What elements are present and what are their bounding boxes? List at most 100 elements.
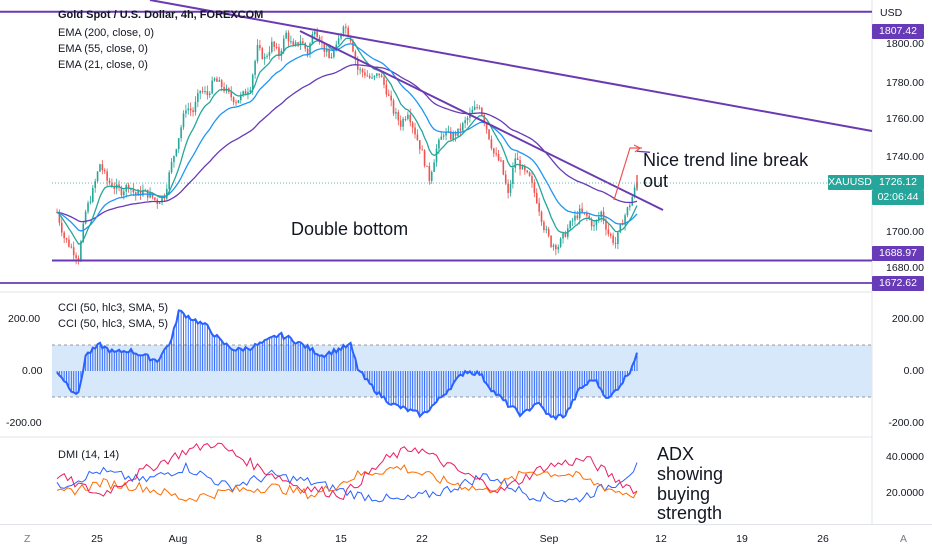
- candle-body: [299, 41, 302, 45]
- candle-body: [454, 132, 457, 136]
- candle-body: [495, 153, 497, 155]
- candle-body: [239, 94, 242, 101]
- currency-label[interactable]: USD: [880, 7, 903, 19]
- candle-body: [280, 50, 283, 57]
- candle-body: [297, 42, 299, 45]
- symbol-tag: XAUUSD: [828, 175, 872, 190]
- candle-body: [612, 235, 614, 243]
- candle-body: [581, 208, 583, 213]
- candle-body: [507, 183, 509, 193]
- candle-body: [526, 170, 529, 173]
- candle-body: [497, 153, 500, 161]
- annotation-adx-1: ADX: [657, 444, 695, 464]
- candle-body: [445, 131, 447, 136]
- candle-body: [218, 80, 221, 82]
- candle-body: [208, 93, 211, 96]
- price-tick: 1800.00: [886, 38, 924, 50]
- candle-body: [450, 131, 452, 140]
- candle-body: [199, 90, 202, 94]
- candle-body: [99, 164, 101, 172]
- candle-body: [127, 184, 130, 190]
- annotation-breakout-line2: out: [643, 171, 669, 191]
- candle-body: [306, 48, 309, 55]
- candle-body: [60, 222, 63, 233]
- candle-body: [77, 258, 80, 262]
- candle-body: [378, 73, 381, 76]
- candle-body: [189, 108, 192, 111]
- candle-body: [402, 118, 404, 127]
- candle-body: [440, 136, 443, 140]
- ema55-legend[interactable]: EMA (55, close, 0): [58, 43, 148, 55]
- candle-body: [428, 165, 431, 181]
- cci-tick: 0.00: [903, 365, 924, 377]
- time-axis[interactable]: Z 25 Aug 8 15 22 Sep 12 19 26 A: [0, 524, 932, 551]
- candle-body: [108, 180, 111, 184]
- candle-body: [84, 211, 87, 224]
- auto-scale-icon[interactable]: A: [900, 533, 908, 545]
- candle-body: [330, 56, 333, 59]
- cci-legend[interactable]: CCI (50, hlc3, SMA, 5): [58, 302, 169, 314]
- candle-body: [337, 38, 340, 45]
- ema200-legend[interactable]: EMA (200, close, 0): [58, 27, 154, 39]
- candle-body: [268, 51, 271, 56]
- candle-body: [101, 164, 104, 171]
- candle-body: [392, 100, 395, 114]
- candle-body: [165, 188, 168, 199]
- cci-legend-2[interactable]: CCI (50, hlc3, SMA, 5): [58, 318, 169, 330]
- candle-body: [545, 229, 548, 231]
- chart-title: Gold Spot / U.S. Dollar, 4h, FOREXCOM: [58, 9, 264, 21]
- candle-body: [366, 75, 369, 77]
- candle-body: [376, 73, 378, 76]
- candle-body: [161, 196, 163, 203]
- candle-body: [168, 172, 170, 189]
- candle-body: [182, 113, 185, 128]
- candle-body: [302, 41, 304, 44]
- ema200-tail: [636, 150, 651, 153]
- candle-body: [313, 31, 316, 35]
- candle-body: [223, 87, 225, 92]
- candle-body: [624, 215, 626, 225]
- candle-body: [72, 247, 75, 256]
- candle-body: [323, 42, 326, 52]
- candle-body: [175, 149, 178, 156]
- candle-body: [512, 168, 514, 184]
- dmi-tick: 40.0000: [886, 451, 924, 463]
- candle-body: [230, 91, 233, 98]
- candle-body: [235, 102, 237, 104]
- candle-body: [521, 166, 524, 170]
- candle-body: [492, 148, 495, 154]
- candle-body: [340, 33, 342, 39]
- candle-body: [490, 139, 493, 149]
- candle-body: [383, 77, 385, 85]
- dmi-legend[interactable]: DMI (14, 14): [58, 449, 120, 461]
- candle-body: [106, 171, 108, 181]
- candle-body: [194, 101, 197, 113]
- long-trendline: [149, 0, 873, 132]
- ema21-legend[interactable]: EMA (21, close, 0): [58, 59, 148, 71]
- breakout-arrow: [613, 147, 642, 201]
- zoom-reset-icon[interactable]: Z: [24, 533, 31, 545]
- dmi-tick: 20.0000: [886, 487, 924, 499]
- cci-tick: 200.00: [891, 313, 924, 325]
- candle-body: [502, 160, 505, 175]
- cci-band: [52, 345, 872, 397]
- candle-body: [292, 41, 295, 46]
- candle-body: [232, 97, 235, 103]
- candle-body: [407, 114, 409, 119]
- candle-body: [631, 196, 634, 206]
- time-tick: 8: [256, 533, 262, 545]
- candle-body: [390, 95, 392, 101]
- candle-body: [285, 32, 287, 39]
- candle-body: [185, 110, 187, 114]
- price-tick: 1680.00: [886, 262, 924, 274]
- candle-body: [134, 192, 137, 196]
- candle-body: [146, 189, 149, 198]
- candle-body: [478, 107, 481, 109]
- annotation-adx-3: buying: [657, 484, 711, 504]
- candle-body: [514, 158, 517, 169]
- candle-body: [201, 90, 204, 92]
- candle-body: [397, 112, 400, 121]
- cci-line: [56, 309, 638, 421]
- candle-body: [574, 215, 576, 221]
